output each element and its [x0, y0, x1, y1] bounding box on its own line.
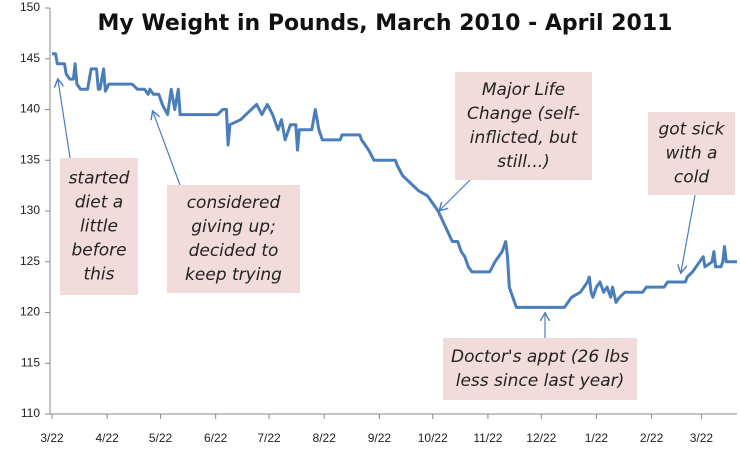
annotation-text: started — [69, 169, 130, 189]
x-tick-label: 5/22 — [149, 431, 173, 445]
annotation-arrow — [681, 194, 696, 272]
annotation-text: considered — [187, 193, 281, 213]
x-tick-label: 2/22 — [640, 431, 664, 445]
annotation-arrow — [153, 112, 181, 186]
y-tick-label: 140 — [20, 102, 40, 116]
x-tick-label: 8/22 — [313, 431, 337, 445]
annotation-text: Doctor's appt (26 lbs — [451, 347, 629, 367]
y-tick-label: 120 — [20, 305, 40, 319]
annotation-arrow — [58, 80, 71, 159]
annotation-text: little — [80, 217, 118, 237]
x-tick-label: 11/22 — [473, 431, 502, 445]
annotation-text: giving up; — [191, 217, 276, 237]
annotation: considered giving up; decided to keep tryin… — [153, 112, 300, 293]
y-tick-label: 125 — [20, 254, 40, 268]
annotation-box — [167, 185, 300, 293]
x-tick-label: 6/22 — [204, 431, 228, 445]
y-tick-label: 145 — [20, 51, 40, 65]
x-tick-label: 10/22 — [418, 431, 448, 445]
weight-line — [52, 52, 737, 309]
annotation-text: before — [71, 241, 126, 261]
annotation-text: still...) — [497, 152, 550, 172]
annotation-text: with a — [666, 144, 718, 164]
y-tick-label: 110 — [21, 406, 40, 420]
y-tick-label: 115 — [21, 355, 40, 369]
y-tick-label: 135 — [20, 152, 40, 166]
x-tick-label: 4/22 — [95, 431, 119, 445]
annotation-text: got sick — [658, 120, 725, 140]
annotation-box — [648, 112, 735, 195]
x-tick-label: 12/22 — [526, 431, 556, 445]
y-tick-label: 130 — [20, 203, 40, 217]
x-tick-label: 7/22 — [257, 431, 281, 445]
x-tick-label: 3/22 — [690, 431, 714, 445]
annotation-text: cold — [674, 168, 709, 188]
annotation: got sick with a cold — [648, 112, 735, 272]
x-tick-label: 1/22 — [585, 431, 609, 445]
chart-title: My Weight in Pounds, March 2010 - April … — [98, 11, 673, 36]
annotation-text: diet a — [75, 193, 123, 213]
annotation: Doctor's appt (26 lbs less since last yea… — [443, 314, 637, 400]
annotation-box — [455, 72, 592, 180]
x-tick-label: 3/22 — [40, 431, 64, 445]
y-tick-label: 150 — [20, 0, 40, 14]
annotation: started diet a little before this — [58, 80, 138, 295]
annotation-text: Change (self- — [467, 104, 580, 124]
annotation-box — [60, 158, 138, 295]
annotation-text: decided to — [189, 241, 279, 261]
x-tick-label: 9/22 — [368, 431, 392, 445]
annotation-text: this — [83, 265, 114, 285]
annotation-text: inflicted, but — [470, 128, 579, 148]
annotation-text: Major Life — [482, 80, 565, 100]
annotation-box — [443, 338, 637, 400]
annotation-arrow — [440, 179, 471, 210]
annotation-text: keep trying — [185, 265, 282, 285]
annotation-text: less since last year) — [456, 371, 625, 391]
annotation: Major Life Change (self-inflicted, but sti… — [440, 72, 592, 210]
